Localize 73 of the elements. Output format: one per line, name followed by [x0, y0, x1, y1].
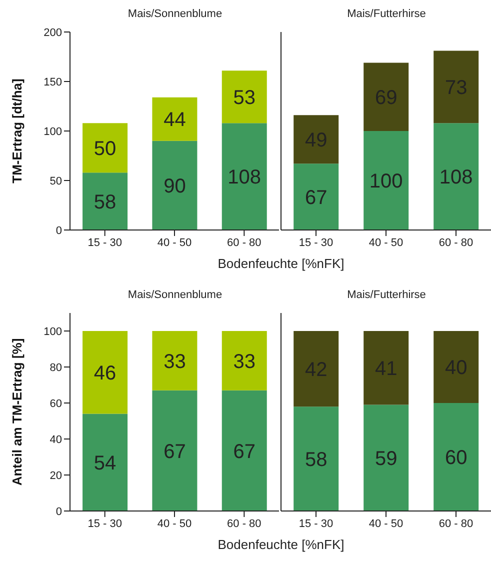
data-label: 53 [233, 86, 256, 109]
x-tick-label: 40 - 50 [157, 236, 192, 249]
data-label: 54 [94, 452, 116, 474]
data-label: 58 [304, 448, 328, 471]
data-label: 33 [233, 350, 256, 373]
chart-title: Mais/Sonnenblume [126, 289, 224, 303]
bar [82, 172, 128, 230]
bar [364, 62, 409, 131]
y-axis-title: TM-Ertrag [dt/ha] [10, 78, 25, 184]
y-tick-label: 0 [56, 506, 62, 518]
bar [434, 403, 479, 511]
bar [222, 123, 267, 230]
data-label: 108 [439, 166, 473, 189]
y-tick-label: 20 [50, 470, 62, 482]
data-label: 58 [94, 191, 116, 214]
bar [222, 331, 267, 390]
chart-title: Mais/Sonnenblume [126, 8, 224, 22]
x-tick-label: 40 - 50 [368, 236, 404, 249]
chart-title: Mais/Futterhirse [346, 8, 427, 22]
data-label: 46 [94, 362, 116, 384]
y-tick-label: 50 [50, 175, 62, 188]
bar [82, 414, 128, 511]
bar [434, 331, 479, 403]
x-tick-label: 60 - 80 [438, 236, 474, 249]
data-label: 67 [304, 186, 328, 209]
bar [82, 123, 128, 173]
x-axis-title: Bodenfeuchte [%nFK] [216, 537, 346, 552]
bar [364, 404, 409, 511]
y-tick-label: 100 [44, 326, 62, 338]
bar [152, 331, 198, 390]
y-axis-title: Anteil am TM-Ertrag [%] [10, 338, 25, 486]
chart-title: Mais/Futterhirse [346, 289, 427, 303]
y-tick-label: 80 [50, 362, 62, 374]
data-label: 100 [369, 170, 403, 193]
x-tick-label: 40 - 50 [157, 518, 192, 530]
x-tick-label: 15 - 30 [298, 236, 334, 249]
bar [434, 50, 479, 124]
data-label: 33 [164, 350, 186, 373]
bar [294, 164, 339, 230]
x-tick-label: 60 - 80 [227, 236, 262, 249]
x-tick-label: 15 - 30 [298, 518, 334, 530]
data-label: 67 [164, 440, 186, 463]
data-label: 67 [233, 440, 256, 463]
bar [82, 331, 128, 414]
bar [294, 406, 339, 511]
data-label: 50 [94, 138, 116, 160]
bar [434, 123, 479, 230]
bar [152, 97, 198, 141]
data-label: 60 [444, 447, 468, 470]
x-tick-label: 15 - 30 [88, 518, 122, 530]
x-axis-title: Bodenfeuchte [%nFK] [216, 256, 346, 271]
x-tick-label: 15 - 30 [88, 236, 122, 249]
bar [222, 390, 267, 511]
bar [152, 390, 198, 511]
y-tick-label: 200 [44, 26, 62, 39]
x-tick-label: 40 - 50 [368, 518, 404, 530]
x-tick-label: 60 - 80 [438, 518, 474, 530]
y-tick-label: 150 [44, 76, 62, 88]
bar [294, 331, 339, 407]
y-tick-label: 0 [56, 224, 62, 237]
data-label: 90 [164, 176, 186, 198]
bar [364, 331, 409, 405]
bar [222, 70, 267, 124]
y-tick-label: 60 [50, 398, 62, 410]
data-label: 44 [164, 109, 186, 132]
x-tick-label: 60 - 80 [227, 518, 262, 530]
bar [294, 115, 339, 164]
y-tick-label: 100 [44, 126, 62, 138]
bar [152, 140, 198, 230]
data-label: 59 [374, 448, 398, 470]
data-label: 108 [228, 166, 262, 189]
y-tick-label: 40 [50, 434, 62, 446]
bar [364, 131, 409, 230]
